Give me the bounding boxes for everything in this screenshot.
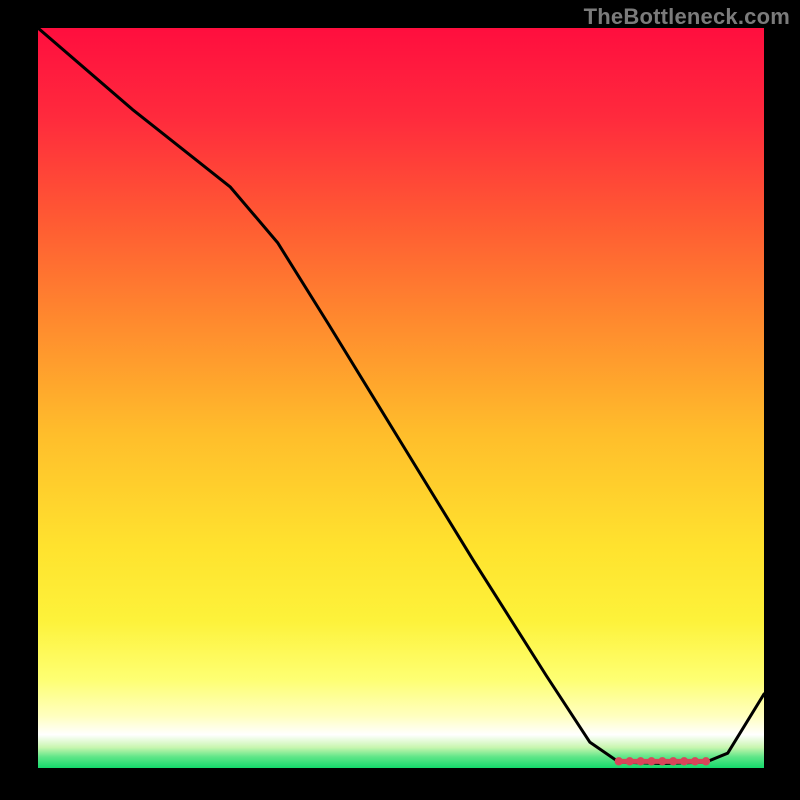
- flat-marker-dot: [625, 757, 633, 765]
- flat-marker-dot: [680, 757, 688, 765]
- flat-marker-dot: [615, 757, 623, 765]
- gradient-background: [38, 28, 764, 768]
- flat-marker-dot: [702, 757, 710, 765]
- flat-marker-dot: [691, 757, 699, 765]
- flat-marker-dot: [669, 757, 677, 765]
- flat-marker-dot: [658, 757, 666, 765]
- chart-svg: [38, 28, 764, 768]
- flat-marker-group: [615, 757, 711, 765]
- chart-frame: TheBottleneck.com: [0, 0, 800, 800]
- plot-area: [38, 28, 764, 768]
- watermark-text: TheBottleneck.com: [584, 4, 790, 30]
- flat-marker-dot: [636, 757, 644, 765]
- flat-marker-dot: [647, 757, 655, 765]
